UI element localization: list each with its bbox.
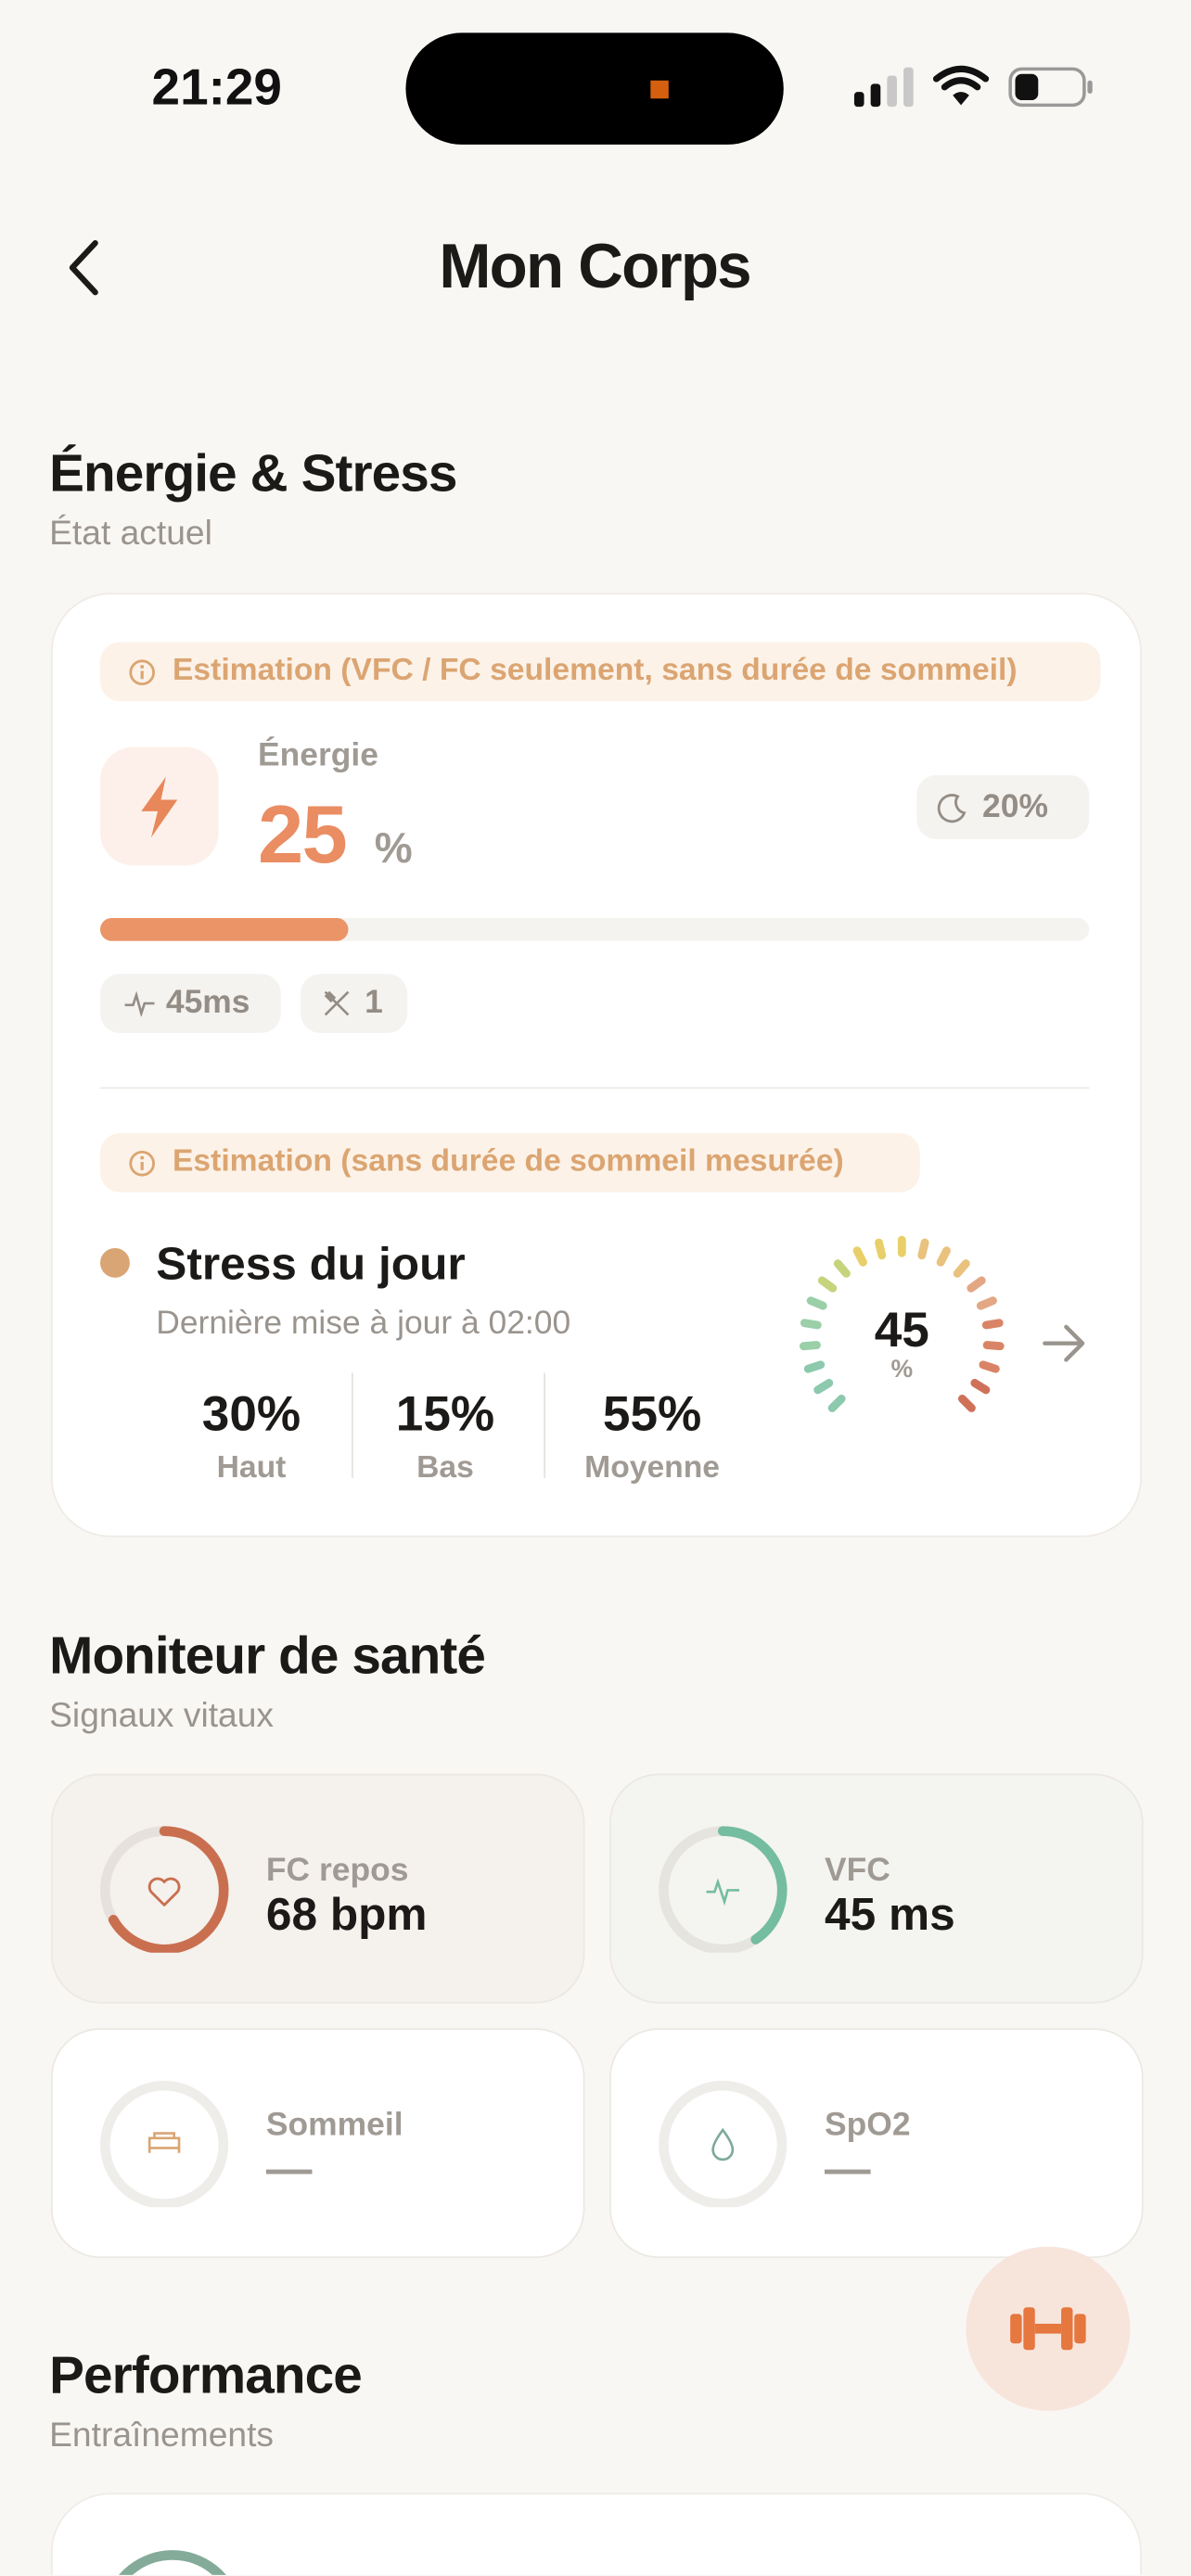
energy-track: [100, 917, 1090, 941]
chip-text: 45ms: [165, 984, 250, 1021]
ring: [659, 2080, 788, 2208]
gauge-tick: [976, 1296, 997, 1310]
info-icon: [129, 1150, 156, 1177]
divider: [100, 1087, 1090, 1090]
gauge-value: 45: [874, 1304, 929, 1358]
divider: [351, 1372, 353, 1478]
gauge-tick: [852, 1246, 867, 1267]
notice-text: Estimation (VFC / FC seulement, sans dur…: [172, 653, 1018, 689]
gauge-unit: %: [890, 1355, 914, 1384]
energy-fill: [100, 917, 348, 941]
gauge-tick: [813, 1379, 834, 1395]
page-title: Mon Corps: [439, 233, 751, 302]
gauge-tick: [917, 1238, 929, 1260]
gauge-tick: [799, 1341, 821, 1351]
tile-label: FC repos: [265, 1852, 409, 1889]
gauge-tick: [953, 1259, 970, 1278]
tile-label: SpO2: [825, 2107, 911, 2144]
gauge-tick: [806, 1296, 827, 1310]
tile-value: 68 bpm: [265, 1888, 428, 1940]
bolt: [141, 776, 178, 838]
gauge-tick: [957, 1395, 976, 1412]
notice-text: Estimation (sans durée de sommeil mesuré…: [172, 1144, 844, 1180]
stress-gauge: [799, 1235, 1005, 1412]
energy-card[interactable]: [50, 593, 1142, 1537]
ring: [119, 2550, 226, 2575]
section-title: Moniteur de santé: [49, 1626, 486, 1686]
energy-unit: %: [374, 823, 413, 873]
gauge-tick: [981, 1319, 1004, 1330]
divider: [544, 1372, 545, 1478]
dumbbell-icon: [1010, 2307, 1086, 2351]
moon-icon: [937, 794, 967, 823]
gauge-tick: [833, 1259, 851, 1278]
tile[interactable]: FC repos 68 bpm: [50, 1773, 585, 2004]
energy-label: Énergie: [258, 737, 378, 774]
stress-updated: Dernière mise à jour à 02:00: [156, 1305, 571, 1342]
gauge-tick: [827, 1395, 846, 1412]
gauge-tick: [875, 1238, 887, 1260]
ring: [100, 1826, 229, 1953]
status-icons: [853, 65, 1093, 108]
gauge-tick: [979, 1360, 1000, 1373]
stat-value: 30%: [201, 1387, 301, 1442]
section-subtitle: Entraînements: [49, 2417, 275, 2455]
dynamic-island: [405, 32, 784, 145]
stat-label: Bas: [416, 1450, 474, 1486]
tile-label: VFC: [825, 1852, 890, 1889]
status-time: 21:29: [151, 57, 282, 116]
gauge-tick: [967, 1276, 986, 1293]
pulse-icon: [124, 990, 155, 1017]
gauge-tick: [936, 1246, 951, 1267]
gauge-tick: [800, 1319, 822, 1330]
section-title: Performance: [49, 2344, 363, 2404]
tile[interactable]: Sommeil —: [50, 2028, 585, 2259]
chip-text: 1: [365, 984, 383, 1021]
tile[interactable]: VFC 45 ms: [609, 1773, 1144, 2004]
hrv-chip: 45ms: [100, 974, 281, 1033]
energy-icon: [100, 746, 219, 866]
tile-value: —: [825, 2143, 871, 2195]
energy-value: 25: [258, 788, 348, 881]
gauge-tick: [803, 1360, 826, 1373]
gauge-tick: [817, 1276, 838, 1293]
tile-value: 45 ms: [825, 1888, 955, 1940]
section-title: Énergie & Stress: [49, 443, 457, 503]
gauge-tick: [982, 1341, 1005, 1351]
stress-dot: [100, 1247, 130, 1278]
sleep-chip: 20%: [916, 774, 1090, 839]
utensils-icon: [324, 990, 350, 1016]
tile[interactable]: SpO2 —: [609, 2028, 1144, 2259]
ring: [659, 1826, 788, 1953]
notice: Estimation (VFC / FC seulement, sans dur…: [100, 642, 1101, 702]
gauge-tick: [970, 1379, 991, 1395]
ring: [100, 2080, 229, 2208]
stress-title: Stress du jour: [156, 1238, 466, 1290]
indicator: [650, 80, 669, 99]
stat-value: 15%: [395, 1387, 495, 1442]
section-subtitle: Signaux vitaux: [49, 1697, 275, 1736]
stat-label: Haut: [216, 1450, 287, 1486]
performance-card[interactable]: [50, 2493, 1142, 2575]
stat-value: 55%: [602, 1387, 702, 1442]
info-icon: [129, 659, 156, 686]
meal-chip: 1: [301, 974, 408, 1033]
notice: Estimation (sans durée de sommeil mesuré…: [100, 1132, 920, 1192]
workout-button[interactable]: [966, 2246, 1131, 2411]
sleep-chip-text: 20%: [982, 788, 1048, 825]
stress-arrow[interactable]: [1040, 1320, 1089, 1367]
stat-label: Moyenne: [584, 1450, 721, 1486]
back-button[interactable]: [59, 236, 109, 299]
section-subtitle: État actuel: [49, 515, 212, 553]
tile-value: —: [265, 2143, 313, 2195]
tile-label: Sommeil: [265, 2107, 403, 2144]
